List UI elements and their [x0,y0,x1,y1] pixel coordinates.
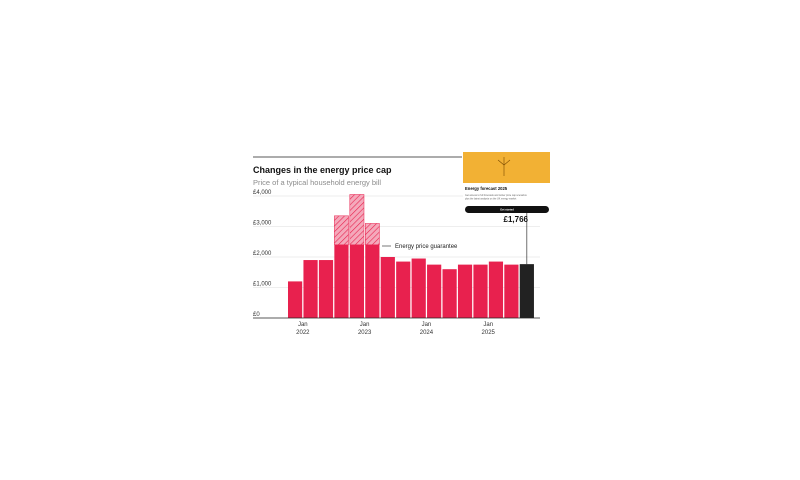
bar [380,257,395,318]
bar [303,260,318,318]
promo-card-title: Energy forecast 2025 [465,186,508,191]
bar [411,258,426,318]
bar [504,264,519,318]
y-tick-label: £3,000 [253,221,272,227]
bars [288,194,534,318]
y-tick-label: £2,000 [253,251,272,257]
highlighted-bar [519,264,534,318]
bar [457,264,473,318]
chart-title: Changes in the energy price cap [253,165,392,175]
y-tick-label: £1,000 [253,282,272,288]
promo-card-text-1: Get access to full forecasts and winter … [465,194,527,197]
x-tick-year: 2022 [296,330,310,336]
callout-value: £1,766 [504,215,529,224]
promo-card-banner [463,152,550,183]
bar [318,260,334,318]
x-axis: Jan 2022 Jan 2023 Jan 2024 Jan 2025 [296,322,495,336]
bar [427,264,442,318]
x-tick-month: Jan [422,322,432,328]
bar [365,244,380,318]
y-tick-label: £4,000 [253,190,272,196]
promo-card[interactable]: Energy forecast 2025 Get access to full … [463,152,550,215]
chart-subtitle: Price of a typical household energy bill [253,178,381,187]
price-cap-hatched-bar [365,223,380,246]
x-tick-month: Jan [360,322,370,328]
x-tick-year: 2023 [358,330,372,336]
bar [442,269,457,318]
bar [473,264,488,318]
y-tick-label: £0 [253,312,260,318]
price-cap-hatched-bar [334,215,349,246]
bar [396,261,411,318]
x-tick-month: Jan [483,322,493,328]
x-tick-year: 2025 [482,330,496,336]
y-axis: £4,000 £3,000 £2,000 £1,000 £0 [253,190,272,318]
bar [288,281,303,318]
get-started-label: Get started [500,208,514,212]
get-started-button[interactable] [465,206,549,213]
price-cap-hatched-bar [349,194,365,246]
x-tick-month: Jan [298,322,308,328]
bar [488,261,504,318]
bar [334,244,349,318]
promo-card-text-2: plus the latest analysis on the UK energ… [465,198,517,201]
bar [349,244,364,318]
wind-turbine-icon [497,157,511,176]
x-tick-year: 2024 [420,330,434,336]
annotation-label: Energy price guarantee [395,244,458,250]
